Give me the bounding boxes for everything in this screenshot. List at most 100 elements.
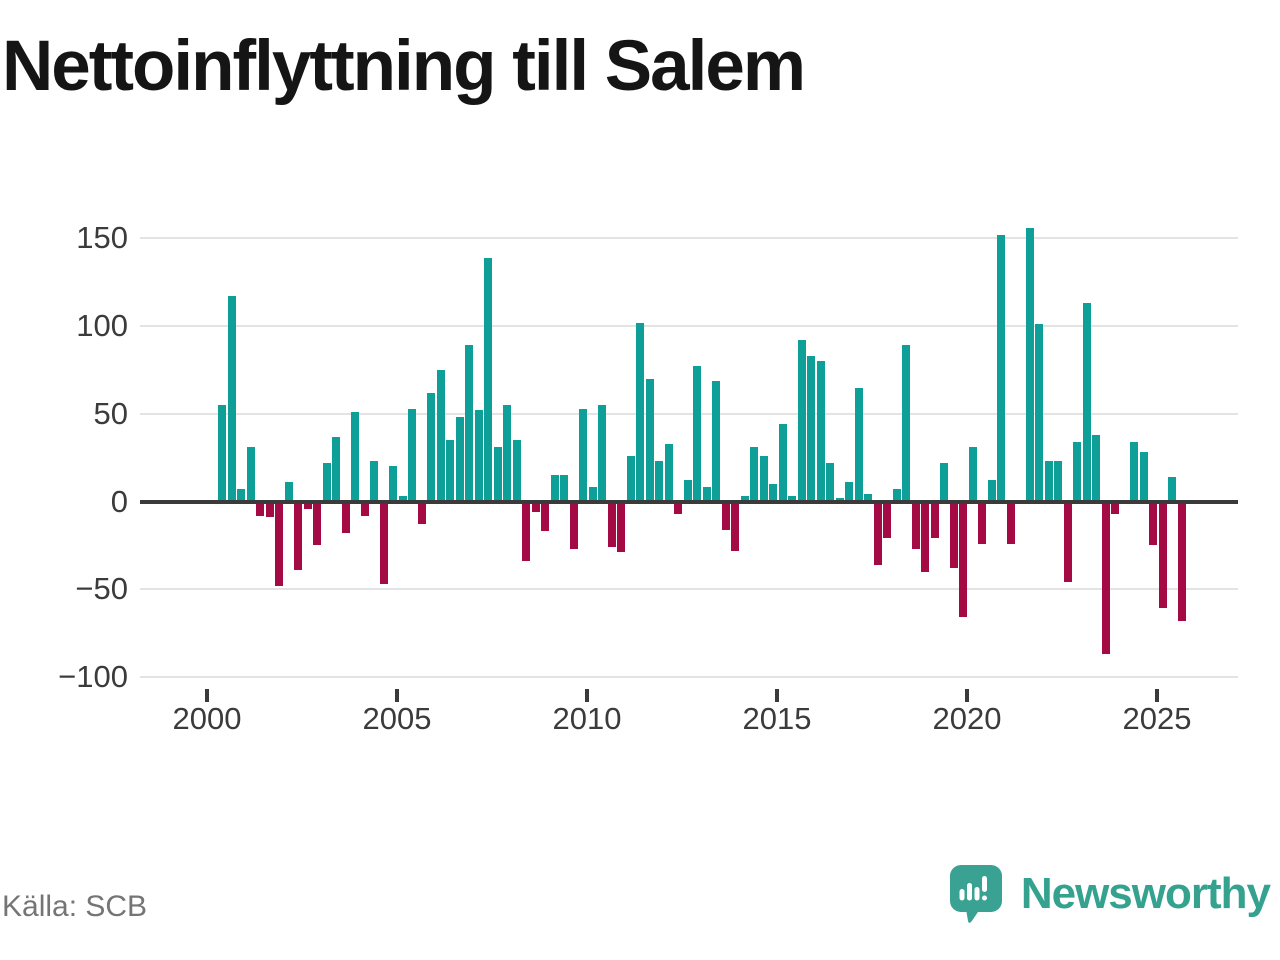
bar-2010K4 [617,501,626,553]
bar-2003K1 [322,462,331,502]
bar-2022K4 [1073,441,1082,502]
bar-2009K1 [550,475,559,502]
bar-2022K3 [1063,501,1072,583]
bar-2011K4 [655,461,664,502]
bar-2013K1 [702,487,711,502]
bar-2002K4 [313,501,322,546]
x-tick-2005 [395,689,399,702]
gridline--50 [140,588,1238,591]
bar-2025K1 [1158,501,1167,609]
bar-2014K2 [750,447,759,502]
bar-2003K3 [341,501,350,534]
source-note: Källa: SCB [2,890,148,923]
bar-2017K2 [864,494,873,502]
bar-2015K2 [788,496,797,502]
bar-2009K4 [579,408,588,502]
gridline-100 [140,325,1238,328]
bar-2022K1 [1044,461,1053,502]
bar-2017K1 [854,387,863,502]
bar-2025K3 [1177,501,1186,621]
bar-2003K2 [332,436,341,502]
bar-2001K1 [246,447,255,502]
bar-2015K1 [778,424,787,502]
x-tick-2015 [775,689,779,702]
bar-2001K2 [256,501,265,516]
bar-2018K4 [921,501,930,572]
bar-2020K3 [987,480,996,502]
x-tick-2025 [1155,689,1159,702]
bar-2004K3 [379,501,388,584]
bar-2020K4 [997,234,1006,502]
bar-2014K1 [740,496,749,502]
bar-2006K2 [446,440,455,502]
newsworthy-brand: Newsworthy [949,862,1271,926]
bar-2008K2 [522,501,531,562]
bar-2001K4 [275,501,284,586]
bar-2018K3 [911,501,920,549]
bar-2019K3 [949,501,958,569]
bar-2012K1 [664,443,673,502]
bar-2005K4 [427,392,436,502]
bar-2023K2 [1092,434,1101,502]
bar-2004K1 [360,501,369,516]
bar-2002K3 [303,501,312,509]
y-tick-label--50: −50 [75,571,128,607]
x-tick-label-2020: 2020 [932,701,1002,736]
gridline-150 [140,237,1238,240]
bar-2023K4 [1111,501,1120,514]
bar-2006K3 [455,417,464,502]
bar-2001K3 [265,501,274,518]
bar-2004K2 [370,461,379,502]
x-tick-label-2000: 2000 [172,701,242,736]
zero-line [140,499,1238,504]
x-tick-label-2015: 2015 [742,701,812,736]
bar-2013K2 [712,380,721,502]
bar-2024K4 [1149,501,1158,546]
bar-2000K2 [218,405,227,502]
bar-2002K1 [284,482,293,502]
bar-2007K2 [484,257,493,502]
newsworthy-logo-text: Newsworthy [1020,869,1271,918]
bar-2011K1 [626,455,635,502]
bar-2013K3 [721,501,730,530]
bar-2006K4 [465,345,474,502]
bar-2007K3 [493,447,502,502]
bar-2016K1 [816,361,825,502]
bar-2012K2 [674,501,683,514]
bar-2002K2 [294,501,303,570]
bar-2000K4 [237,489,246,502]
bar-2016K2 [826,462,835,502]
bar-2014K4 [769,483,778,502]
bar-2019K2 [940,462,949,502]
bar-2014K3 [759,455,768,502]
y-tick-label-150: 150 [76,220,128,256]
bar-2011K2 [636,322,645,502]
bar-2006K1 [436,369,445,502]
bar-2017K4 [883,501,892,539]
bar-2022K2 [1054,461,1063,502]
bar-2013K4 [731,501,740,551]
y-tick-label-0: 0 [110,483,128,519]
bar-2019K1 [930,501,939,539]
bar-2015K4 [807,355,816,502]
y-tick-label-50: 50 [93,395,128,431]
y-tick-label-100: 100 [76,308,128,344]
bar-2024K2 [1130,441,1139,502]
bar-2020K1 [968,447,977,502]
x-tick-label-2010: 2010 [552,701,622,736]
bar-2025K2 [1168,476,1177,502]
bar-2010K1 [588,487,597,502]
bar-2009K2 [560,475,569,502]
bar-2023K1 [1082,303,1091,502]
bar-2021K1 [1006,501,1015,544]
bar-2000K3 [227,296,236,502]
bar-2009K3 [569,501,578,549]
bar-2018K1 [892,489,901,502]
bar-2021K3 [1025,227,1034,502]
y-tick-label--100: −100 [58,658,128,694]
bar-2011K3 [645,378,654,502]
bar-2019K4 [959,501,968,618]
x-tick-2010 [585,689,589,702]
